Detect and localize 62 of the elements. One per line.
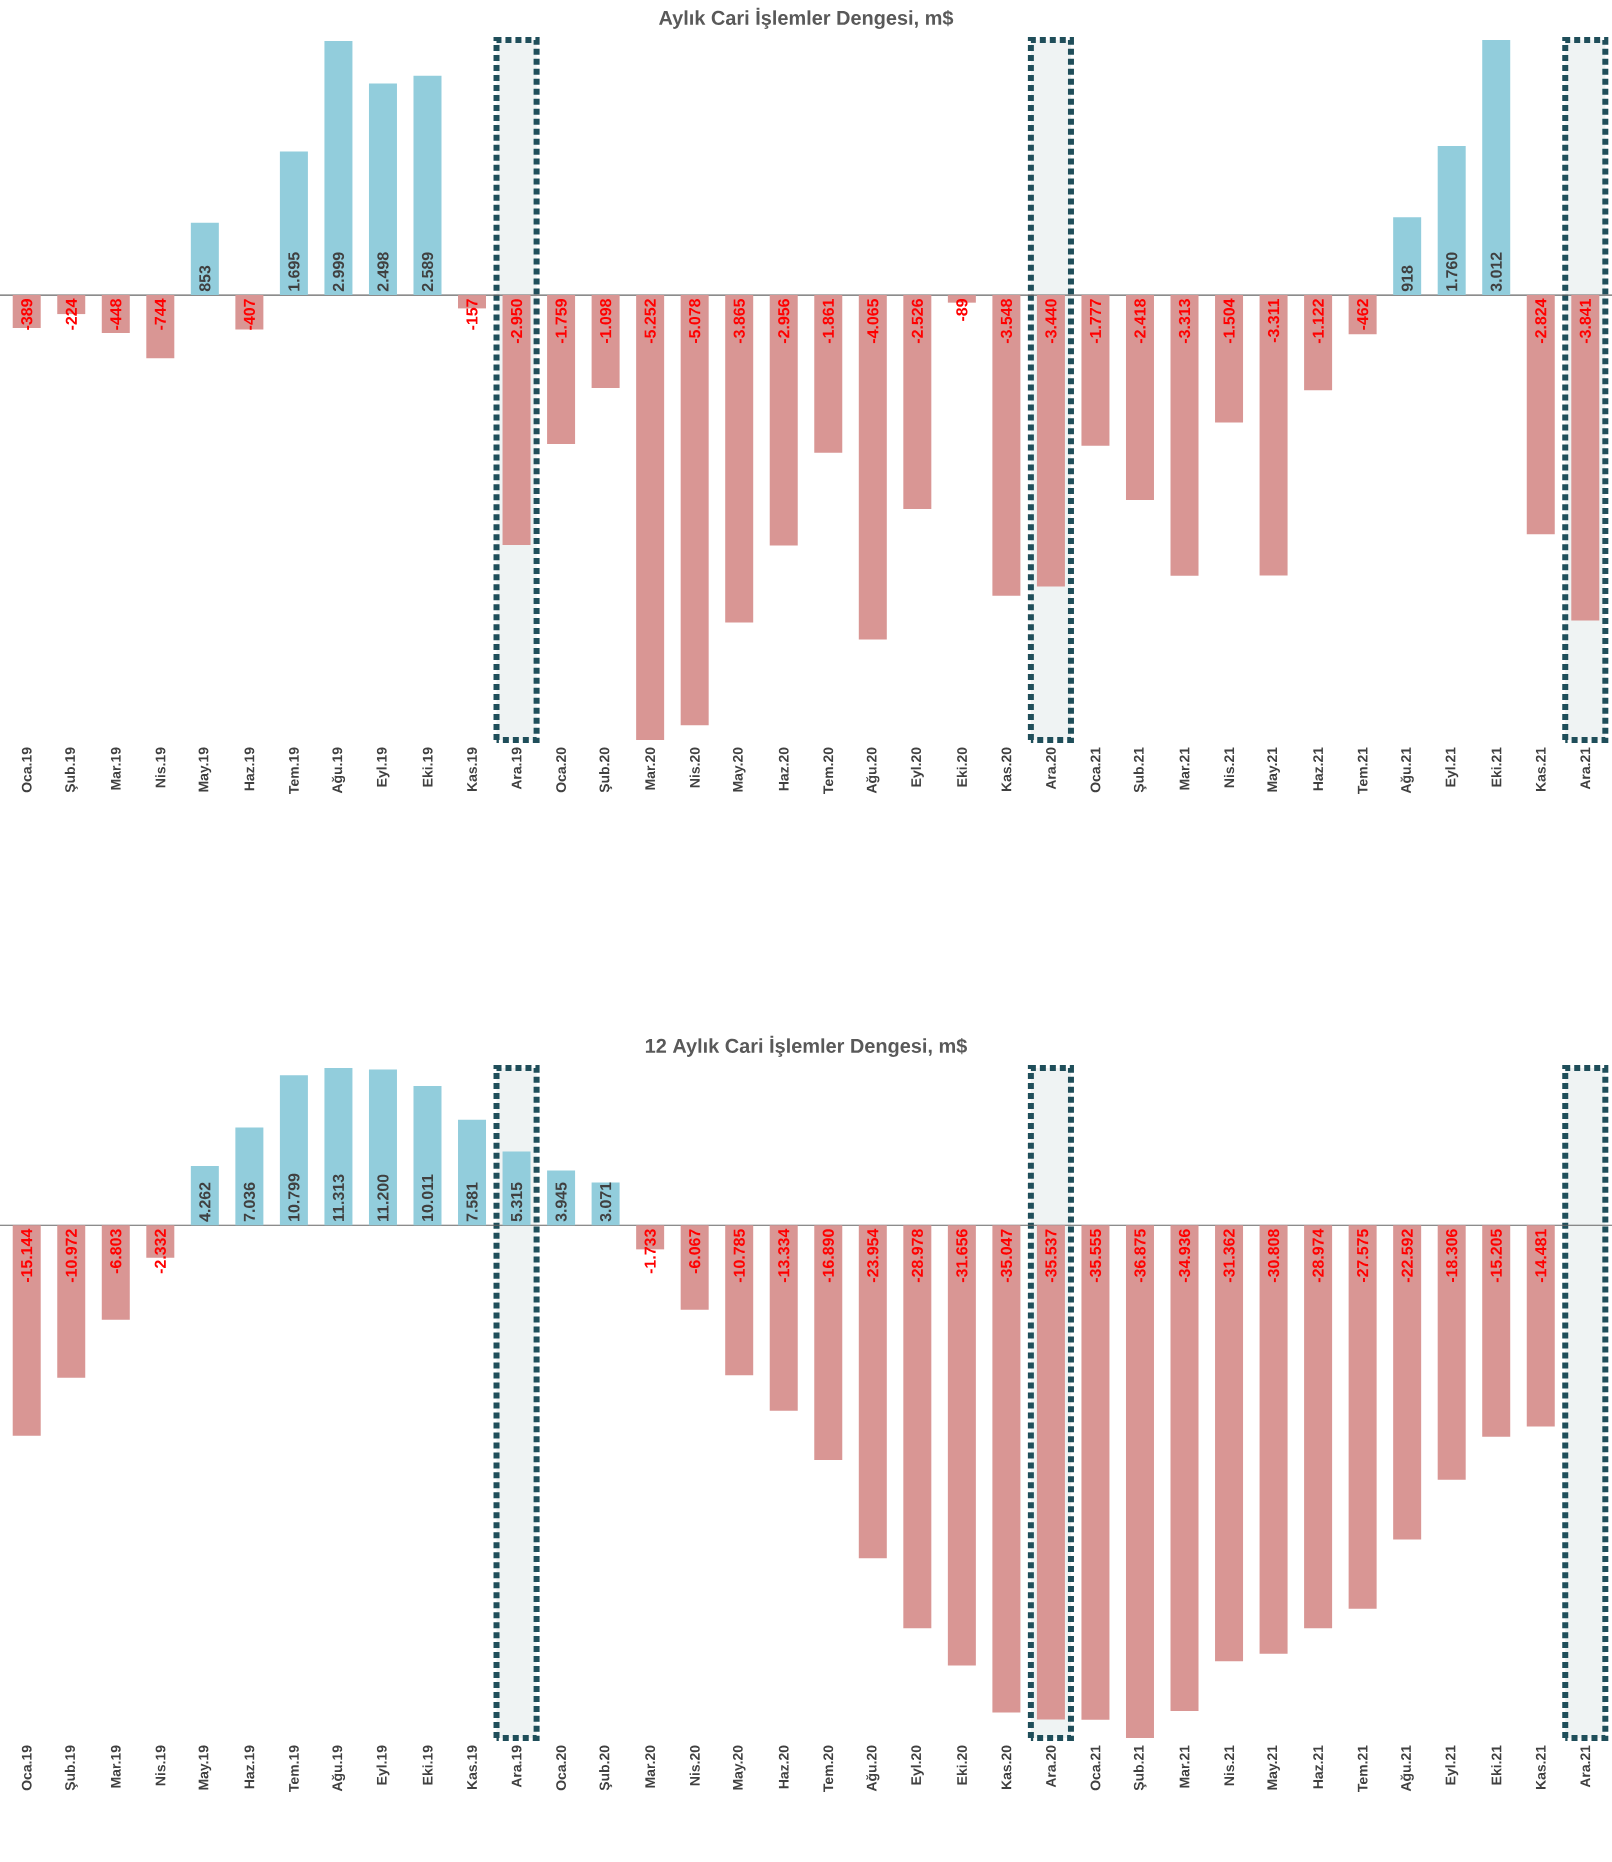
bar bbox=[1526, 1225, 1555, 1427]
bar bbox=[1081, 1225, 1110, 1720]
bar bbox=[57, 1225, 86, 1378]
bar bbox=[279, 1075, 308, 1226]
bar bbox=[502, 1151, 531, 1226]
bar bbox=[1393, 217, 1422, 296]
bar bbox=[101, 1225, 130, 1320]
bar bbox=[1259, 295, 1288, 576]
bar bbox=[547, 295, 576, 445]
bar bbox=[1437, 146, 1466, 296]
bar bbox=[947, 295, 976, 303]
bar bbox=[279, 151, 308, 296]
bar bbox=[413, 75, 442, 296]
bar bbox=[324, 1067, 353, 1226]
bar bbox=[680, 1225, 709, 1310]
bar bbox=[413, 1086, 442, 1226]
bar bbox=[12, 1225, 41, 1436]
bar bbox=[1393, 1225, 1422, 1540]
bar bbox=[769, 295, 798, 546]
bar bbox=[992, 295, 1021, 596]
bar bbox=[1571, 295, 1600, 621]
bar bbox=[814, 1225, 843, 1461]
bar bbox=[1036, 1225, 1065, 1720]
chart-title: 12 Aylık Cari İşlemler Dengesi, m$ bbox=[645, 1035, 968, 1057]
bar bbox=[1170, 295, 1199, 576]
bar bbox=[146, 295, 175, 359]
bar bbox=[1125, 1225, 1154, 1738]
bar bbox=[1348, 1225, 1377, 1609]
bar bbox=[725, 295, 754, 623]
bar bbox=[858, 295, 887, 640]
bar bbox=[1036, 295, 1065, 587]
chart-title: Aylık Cari İşlemler Dengesi, m$ bbox=[659, 7, 954, 29]
bar bbox=[992, 1225, 1021, 1713]
bar bbox=[680, 295, 709, 726]
bar bbox=[636, 295, 665, 740]
bar bbox=[769, 1225, 798, 1411]
bar bbox=[1482, 1225, 1511, 1437]
bar bbox=[190, 222, 219, 296]
bar bbox=[1170, 1225, 1199, 1712]
bar bbox=[947, 1225, 976, 1666]
bar bbox=[1437, 1225, 1466, 1480]
bar bbox=[1259, 1225, 1288, 1654]
bar bbox=[1215, 1225, 1244, 1662]
bar bbox=[1526, 295, 1555, 535]
bar bbox=[903, 1225, 932, 1629]
bar bbox=[324, 41, 353, 296]
bar bbox=[591, 295, 620, 389]
bar bbox=[368, 83, 397, 296]
bar bbox=[725, 1225, 754, 1376]
bar bbox=[458, 1119, 487, 1226]
bar bbox=[1215, 295, 1244, 423]
bar bbox=[1304, 295, 1333, 391]
bar bbox=[814, 295, 843, 453]
bar bbox=[903, 295, 932, 510]
bar bbox=[368, 1069, 397, 1226]
bar bbox=[1304, 1225, 1333, 1629]
bar bbox=[1125, 295, 1154, 500]
bar bbox=[502, 295, 531, 545]
bar bbox=[858, 1225, 887, 1559]
bar bbox=[235, 1127, 264, 1226]
bar bbox=[1482, 39, 1511, 296]
bar bbox=[1081, 295, 1110, 446]
